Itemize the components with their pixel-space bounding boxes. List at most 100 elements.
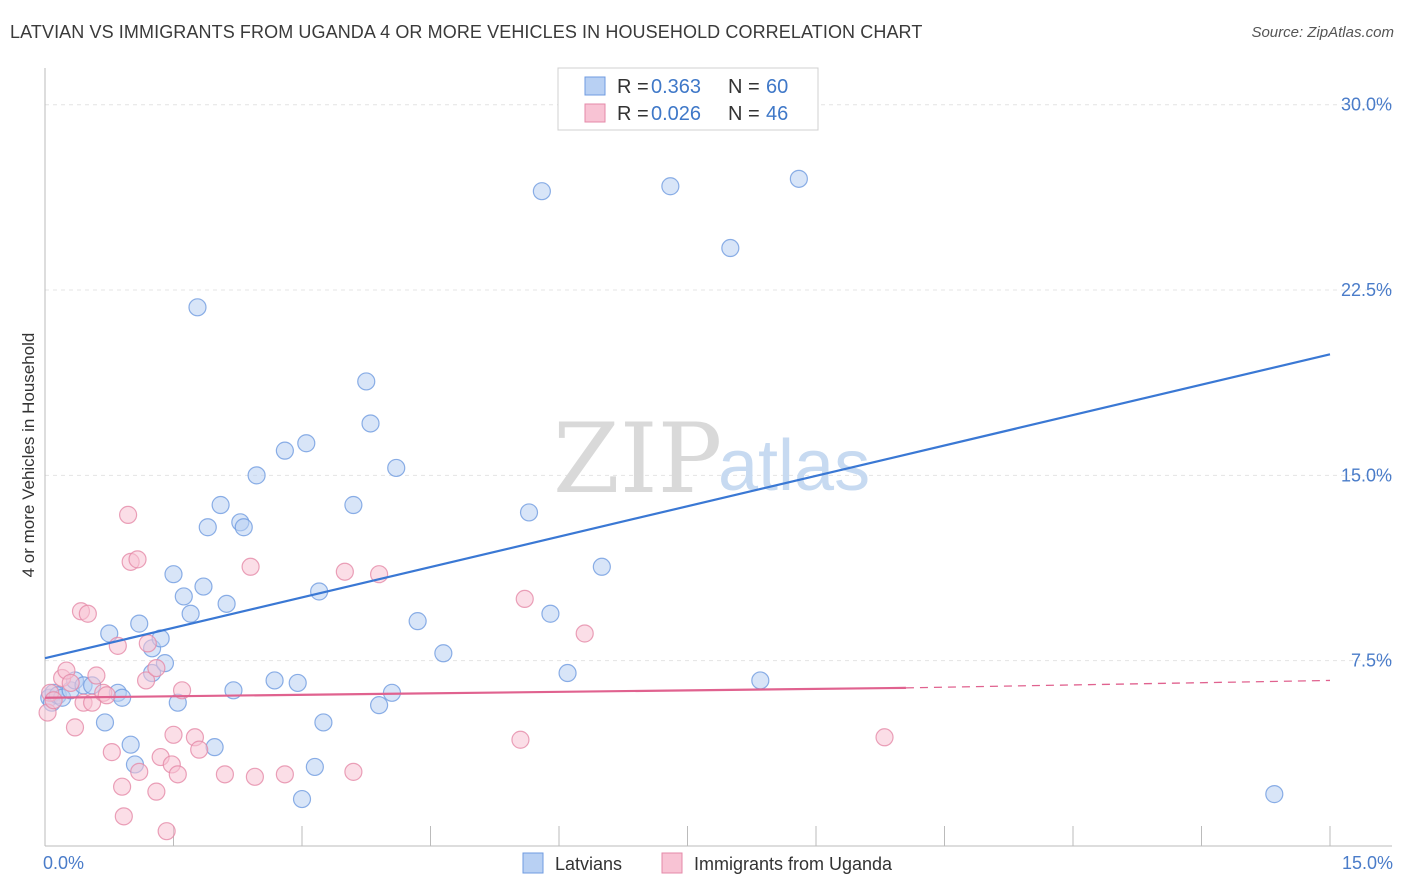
latvian-point	[357, 372, 376, 391]
x-tick-label: 15.0%	[1342, 853, 1393, 873]
uganda-point	[61, 673, 80, 693]
uganda-point	[130, 762, 149, 781]
uganda-point	[172, 681, 192, 700]
uganda-point	[138, 634, 157, 653]
uganda-point	[335, 562, 354, 581]
legend-n-value-2: 46	[766, 103, 788, 125]
bottom-legend-uganda: Immigrants from Uganda	[694, 854, 893, 874]
y-tick-label: 15.0%	[1341, 465, 1392, 485]
legend-box: R = 0.363 N = 60 R = 0.026 N = 46	[557, 67, 819, 131]
uganda-point	[97, 686, 116, 705]
uganda-point	[157, 822, 176, 841]
latvian-point	[275, 441, 294, 460]
y-axis-label: 4 or more Vehicles in Household	[19, 333, 38, 578]
uganda-trend-line	[44, 686, 906, 699]
latvian-point	[194, 577, 213, 596]
latvian-point	[205, 738, 224, 757]
uganda-point	[168, 765, 187, 784]
bottom-legend: Latvians Immigrants from Uganda	[522, 852, 893, 874]
latvian-point	[181, 604, 200, 623]
legend-n-value-1: 60	[766, 76, 788, 98]
latvian-point	[751, 671, 770, 690]
legend-r-value-2: 0.026	[651, 103, 701, 125]
uganda-point	[344, 762, 363, 781]
legend-n-label-2: N =	[728, 103, 760, 125]
latvian-point	[198, 518, 217, 537]
latvian-point	[247, 466, 266, 485]
latvian-point	[292, 789, 312, 809]
latvian-trend-line	[44, 353, 1331, 660]
x-tick-label: 0.0%	[43, 853, 84, 873]
latvian-point	[164, 565, 183, 584]
latvian-point	[532, 182, 551, 201]
y-tick-labels: 7.5% 15.0% 22.5% 30.0%	[1341, 95, 1392, 671]
uganda-point	[275, 765, 294, 784]
watermark: ZIP atlas	[553, 403, 870, 515]
grid-lines	[45, 104, 1392, 662]
legend-r-label-2: R =	[617, 103, 649, 125]
latvian-point	[130, 614, 149, 633]
latvian-point	[721, 238, 740, 258]
legend-r-value-1: 0.363	[651, 76, 701, 98]
uganda-point	[147, 658, 166, 678]
uganda-point	[511, 730, 530, 749]
latvian-point	[519, 503, 539, 522]
uganda-point	[65, 718, 85, 737]
latvian-point	[1265, 785, 1284, 804]
latvian-point	[541, 604, 560, 623]
latvian-point	[188, 298, 207, 317]
uganda-point	[114, 807, 133, 826]
uganda-point	[147, 782, 166, 801]
uganda-point	[118, 505, 138, 524]
latvian-point	[95, 713, 115, 732]
uganda-point	[875, 728, 894, 747]
latvian-point	[305, 757, 324, 777]
latvian-point	[789, 169, 808, 188]
latvian-point	[314, 713, 333, 732]
latvian-point	[361, 414, 380, 433]
latvian-point	[387, 458, 406, 478]
bottom-legend-swatch-uganda	[661, 852, 683, 874]
uganda-point	[241, 557, 260, 576]
y-tick-label: 22.5%	[1341, 280, 1392, 300]
latvian-point	[217, 594, 236, 613]
latvian-point	[370, 696, 389, 715]
latvian-point	[344, 495, 363, 515]
trend-lines	[44, 353, 1331, 699]
chart-title: LATVIAN VS IMMIGRANTS FROM UGANDA 4 OR M…	[10, 22, 923, 42]
bottom-legend-swatch-latvians	[522, 852, 544, 874]
y-tick-label: 7.5%	[1351, 651, 1392, 671]
latvian-point	[434, 644, 453, 663]
source-label: Source: ZipAtlas.com	[1251, 24, 1394, 41]
legend-r-label-1: R =	[617, 76, 649, 98]
uganda-trend-line-dashed	[905, 679, 1331, 689]
latvian-point	[121, 735, 140, 754]
uganda-point	[245, 767, 264, 786]
uganda-point	[87, 666, 106, 685]
latvian-point	[265, 671, 284, 690]
uganda-point	[128, 550, 147, 569]
uganda-point	[112, 777, 132, 796]
latvian-point	[661, 177, 680, 196]
uganda-point	[78, 604, 97, 623]
legend-n-label-1: N =	[728, 76, 760, 98]
watermark-zip-text: ZIP	[553, 403, 722, 515]
latvian-point	[234, 518, 253, 537]
latvian-point	[297, 434, 316, 453]
x-tick-labels: 0.0% 15.0%	[43, 853, 1393, 873]
legend-swatch-latvians	[584, 76, 606, 96]
bottom-legend-latvians: Latvians	[555, 854, 622, 874]
latvian-point	[288, 673, 307, 693]
uganda-point	[215, 765, 234, 784]
uganda-point	[136, 671, 156, 690]
uganda-point	[102, 743, 121, 762]
latvian-point	[558, 663, 577, 683]
uganda-point	[190, 740, 209, 759]
uganda-point	[515, 589, 534, 609]
uganda-point	[164, 725, 183, 744]
latvian-point	[408, 612, 427, 631]
latvian-point	[211, 495, 230, 515]
latvian-point	[592, 557, 611, 576]
uganda-point	[44, 691, 63, 710]
